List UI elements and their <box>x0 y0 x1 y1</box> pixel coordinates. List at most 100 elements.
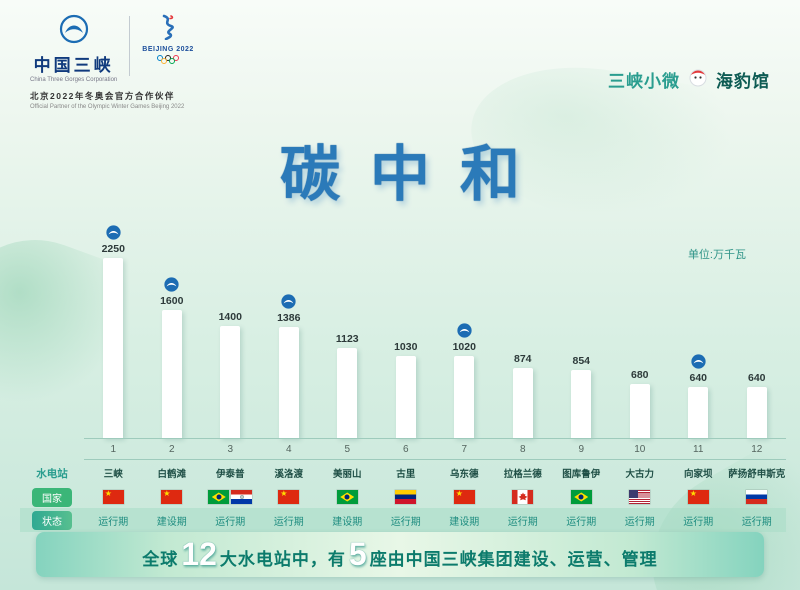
bar <box>103 258 124 438</box>
bar-column: 1600 <box>143 224 202 438</box>
flag-ve-icon <box>395 490 417 504</box>
rank-row-label <box>20 438 84 460</box>
status-value: 运行期 <box>727 508 786 532</box>
rank-number: 4 <box>259 438 318 460</box>
summary-number-total: 12 <box>181 536 217 572</box>
rank-number: 3 <box>201 438 260 460</box>
bar <box>395 356 416 438</box>
rank-number: 6 <box>376 438 435 460</box>
station-name: 溪洛渡 <box>274 469 303 480</box>
status-value: 运行期 <box>84 508 143 532</box>
bar <box>746 387 767 438</box>
station-name: 三峡 <box>103 469 123 480</box>
country-flag-cell <box>318 486 377 508</box>
station-name: 图库鲁伊 <box>562 469 601 480</box>
summary-seg2: 大水电站中，有 <box>219 550 346 569</box>
ctg-emblem-icon <box>59 14 89 49</box>
bar-value-label: 854 <box>572 355 591 367</box>
station-name: 向家坝 <box>683 469 713 480</box>
flag-ru-icon <box>746 490 768 504</box>
flag-cn-icon: ★ <box>453 490 475 504</box>
bar <box>512 368 533 438</box>
bar <box>629 384 650 438</box>
ctg-logo-icon <box>691 354 706 369</box>
status-value: 运行期 <box>376 508 435 532</box>
status-value: 建设期 <box>142 508 201 532</box>
station-name: 大古力 <box>625 469 654 480</box>
brand-name: 中国三峡 <box>33 56 114 75</box>
summary-seg3: 座由中国三峡集团建设、运营、管理 <box>369 550 658 569</box>
bar <box>220 326 241 438</box>
summary-number-ctg: 5 <box>348 536 367 572</box>
rank-number: 12 <box>727 438 786 460</box>
account-name: 三峡小微 <box>608 71 680 91</box>
country-flag-cell: ★ <box>260 486 319 508</box>
bar-value-label: 1400 <box>218 311 242 323</box>
station-name: 白鹤滩 <box>157 469 186 480</box>
country-flag-cell <box>728 486 787 508</box>
ctg-brand-block: 中国三峡 China Three Gorges Corporation <box>30 14 117 83</box>
status-value: 建设期 <box>318 508 377 532</box>
bar-column: 874 <box>494 224 553 438</box>
bar <box>688 387 709 438</box>
bar <box>278 327 299 438</box>
country-flag-cell: ★ <box>143 486 202 508</box>
bar <box>337 348 358 438</box>
summary-seg1: 全球 <box>142 550 179 569</box>
status-row-label-chip: 状态 <box>32 510 72 530</box>
bar-value-label: 640 <box>747 372 766 384</box>
rank-number: 10 <box>610 438 669 460</box>
rank-number: 11 <box>669 438 728 460</box>
country-flag-cell: ★ <box>435 486 494 508</box>
bar <box>571 370 592 438</box>
bar-column: 1030 <box>377 224 436 438</box>
flag-us-icon <box>629 490 651 504</box>
country-flag-cell <box>201 486 260 508</box>
station-row-label: 水电站 <box>36 467 68 480</box>
hydropower-bar-chart: 2250 1600 1400 1386 1123 1030 1020 874 854 680 640… <box>20 224 786 532</box>
bar-value-label: 2250 <box>101 243 125 255</box>
header-divider <box>129 16 131 76</box>
unit-label: 单位:万千瓦 <box>687 249 746 261</box>
bar-value-label: 1386 <box>277 312 301 324</box>
bar-value-label: 1600 <box>160 295 184 307</box>
bar-value-label: 680 <box>630 369 649 381</box>
flag-br-icon <box>208 490 230 504</box>
bar-column: 1020 <box>435 224 494 438</box>
bar-column: 1400 <box>201 224 260 438</box>
station-name: 乌东德 <box>449 469 479 480</box>
status-value: 运行期 <box>201 508 260 532</box>
ctg-logo-icon <box>457 323 472 338</box>
flag-cn-icon: ★ <box>278 490 300 504</box>
ctg-logo-icon <box>106 225 121 240</box>
bar-column: 2250 <box>84 224 143 438</box>
rank-number: 8 <box>493 438 552 460</box>
station-name: 萨扬舒申斯克 <box>728 469 786 480</box>
bar-column: 680 <box>611 224 670 438</box>
country-flag-cell <box>494 486 553 508</box>
station-name: 古里 <box>396 469 416 480</box>
beijing2022-block: BEIJING 2022 <box>142 14 194 65</box>
flag-cn-icon: ★ <box>102 490 124 504</box>
country-flag-cell <box>552 486 611 508</box>
bar-value-label: 1030 <box>394 341 418 353</box>
mascot-icon <box>687 66 709 93</box>
status-value: 运行期 <box>493 508 552 532</box>
bar-column: 640 <box>728 224 787 438</box>
rank-number: 7 <box>435 438 494 460</box>
partner-line-cn: 北京2022年冬奥会官方合作伙伴 <box>30 91 175 101</box>
station-name: 美丽山 <box>332 469 362 480</box>
rank-number: 5 <box>318 438 377 460</box>
masthead: 中国三峡 China Three Gorges Corporation BEIJ… <box>30 14 770 110</box>
partner-line-en: Official Partner of the Olympic Winter G… <box>30 104 185 110</box>
bar-column: 640 <box>669 224 728 438</box>
chart-corner-spacer <box>20 224 84 438</box>
beijing2022-label: BEIJING 2022 <box>142 46 194 53</box>
bar-column: 1123 <box>318 224 377 438</box>
bar-column: 1386 <box>260 224 319 438</box>
flag-br-icon <box>570 490 592 504</box>
masthead-right: 三峡小微 海豹馆 <box>608 48 770 110</box>
rank-number: 1 <box>84 438 143 460</box>
bar-column: 854 <box>552 224 611 438</box>
rank-number: 9 <box>552 438 611 460</box>
